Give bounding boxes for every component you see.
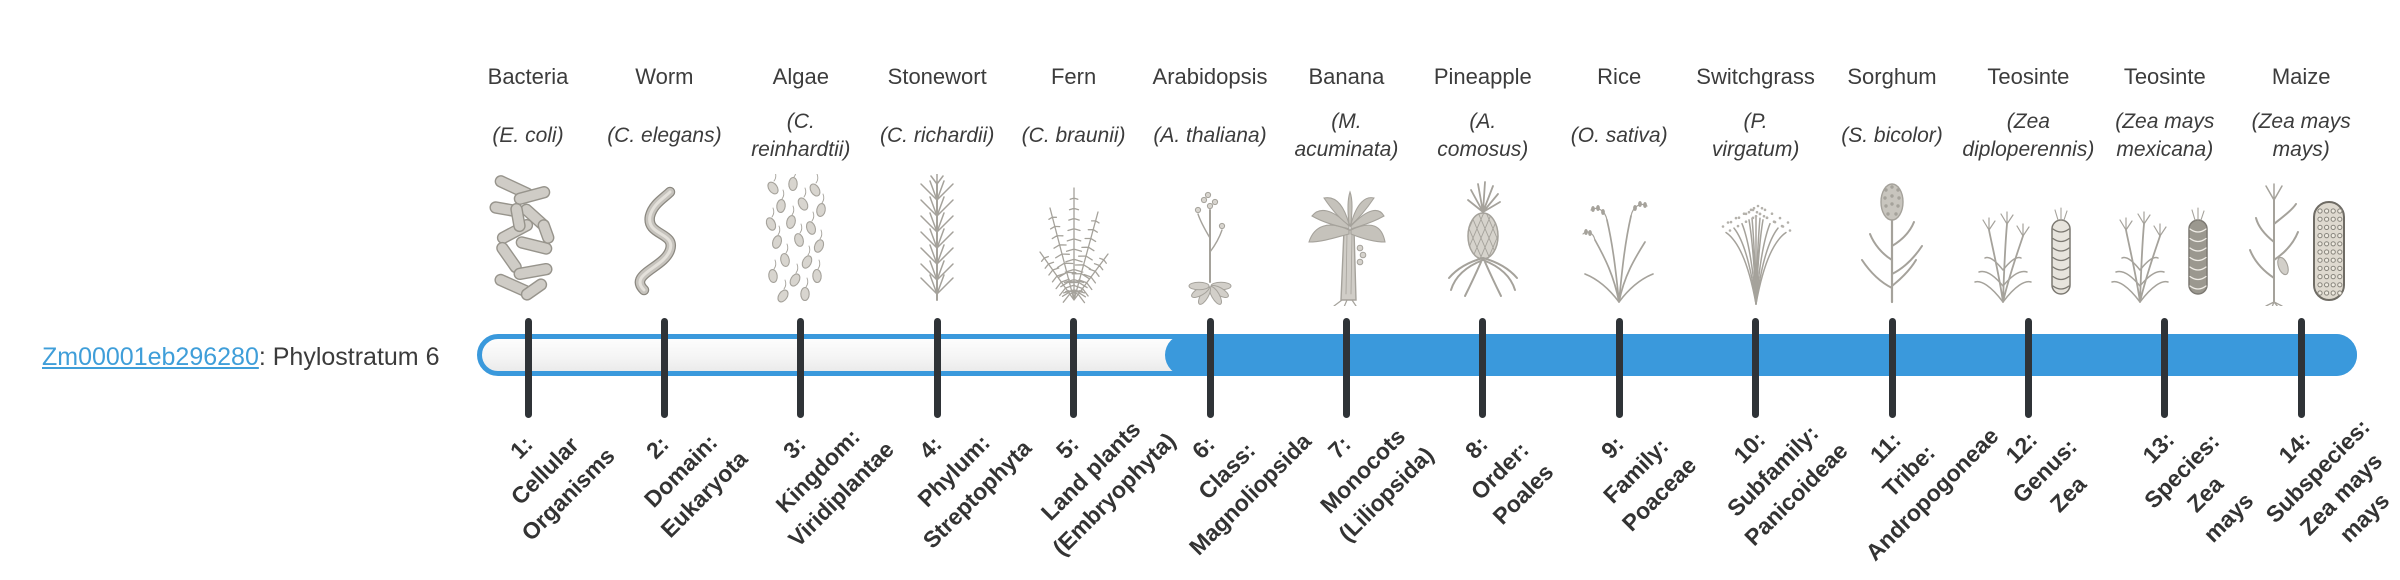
stratum-tick <box>797 318 805 418</box>
organism-name: Fern <box>1050 64 1097 89</box>
stratum-tick <box>1342 318 1350 418</box>
organism-scientific-name: (Zea mays mays) <box>2251 110 2351 161</box>
stratum-tick <box>1888 318 1896 418</box>
stratum-tick <box>1479 318 1487 418</box>
organism-name: Arabidopsis <box>1152 64 1268 89</box>
organism-scientific-name: (A. thaliana) <box>1153 124 1267 147</box>
stratum-tick <box>2161 318 2169 418</box>
organism-illustration-slot <box>1034 166 1114 314</box>
organism-illustration-slot <box>1716 166 1796 314</box>
organism-scientific-name: (A. comosus) <box>1437 110 1529 161</box>
organism-name: Stonewort <box>887 64 987 89</box>
organism-illustration-slot <box>1443 166 1523 314</box>
stratum-tick <box>524 318 532 418</box>
organism-scientific-name: (E. coli) <box>492 124 564 147</box>
banana-illustration <box>1308 190 1387 306</box>
organism-name: Banana <box>1308 64 1385 89</box>
organism-scientific-name: (C. reinhardtii) <box>751 110 851 161</box>
organism-illustration-slot <box>1170 166 1250 314</box>
teosinte-dark-illustration <box>2111 207 2208 303</box>
bacteria-illustration <box>489 175 555 301</box>
organism-name: Teosinte <box>2123 64 2206 89</box>
organism-scientific-name: (C. braunii) <box>1021 124 1126 147</box>
organism-name: Worm <box>635 64 694 89</box>
organism-illustration-slot <box>1852 166 1932 314</box>
maize-illustration <box>2249 183 2346 306</box>
worm-illustration <box>635 186 677 296</box>
organism-name: Teosinte <box>1987 64 2070 89</box>
organism-scientific-name: (C. elegans) <box>607 124 722 147</box>
organism-name: Switchgrass <box>1696 64 1815 89</box>
organism-illustration-slot <box>1579 166 1659 314</box>
organism-illustration-slot <box>1973 166 2083 314</box>
organism-name: Algae <box>772 64 829 89</box>
arabidopsis-illustration <box>1188 191 1232 305</box>
stonewort-illustration <box>920 174 954 301</box>
organism-name: Bacteria <box>487 64 569 89</box>
organism-scientific-name: (O. sativa) <box>1570 124 1668 147</box>
rice-illustration <box>1582 201 1654 303</box>
teosinte-light-illustration <box>1974 207 2072 303</box>
organism-illustration-slot <box>488 166 568 314</box>
organism-illustration-slot <box>2110 166 2220 314</box>
stratum-tick <box>2024 318 2032 418</box>
sorghum-illustration <box>1861 183 1923 304</box>
gene-label: Zm00001eb296280: Phylostratum 6 <box>42 342 440 372</box>
stratum-tick <box>1206 318 1214 418</box>
algae-illustration <box>765 174 826 303</box>
organism-scientific-name: (S. bicolor) <box>1841 124 1943 147</box>
stratum-tick <box>2297 318 2305 418</box>
organism-illustration-slot <box>2246 166 2356 314</box>
switchgrass-illustration <box>1721 204 1791 305</box>
stratum-tick <box>1752 318 1760 418</box>
organism-name: Pineapple <box>1433 64 1532 89</box>
stratum-tick <box>1615 318 1623 418</box>
organism-illustration-slot <box>624 166 704 314</box>
gene-phylostratum-text: : Phylostratum 6 <box>258 343 440 371</box>
fern-illustration <box>1038 187 1109 304</box>
organism-scientific-name: (C. richardii) <box>880 124 995 147</box>
gene-link[interactable]: Zm00001eb296280 <box>42 343 259 371</box>
organism-name: Sorghum <box>1847 64 1937 89</box>
organism-illustration-slot <box>1306 166 1387 314</box>
organism-scientific-name: (Zea diploperennis) <box>1962 110 2095 161</box>
organism-illustration-slot <box>897 166 977 314</box>
organism-name: Maize <box>2271 64 2331 89</box>
pineapple-illustration <box>1447 181 1518 297</box>
organism-scientific-name: (P. virgatum) <box>1711 110 1800 161</box>
organism-scientific-name: (M. acuminata) <box>1294 110 1399 161</box>
organism-illustration-slot <box>761 166 841 314</box>
organism-scientific-name: (Zea mays mexicana) <box>2115 110 2215 161</box>
organism-name: Rice <box>1597 64 1642 89</box>
stratum-tick <box>660 318 668 418</box>
stratum-tick <box>1070 318 1078 418</box>
stratum-tick <box>933 318 941 418</box>
timeline-fill <box>1165 334 2358 376</box>
